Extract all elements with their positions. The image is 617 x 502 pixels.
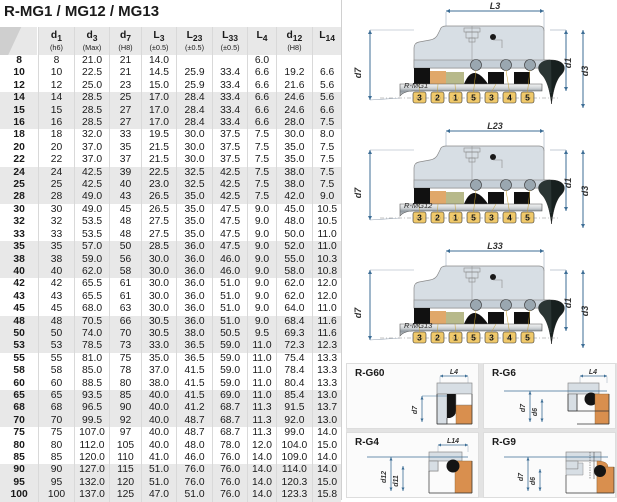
svg-text:1: 1 [453,93,458,103]
svg-text:R-G9: R-G9 [492,437,516,448]
svg-text:R-MG1: R-MG1 [404,81,428,90]
svg-text:d11: d11 [393,475,400,487]
svg-text:d3: d3 [580,66,590,77]
svg-text:L33: L33 [487,241,503,251]
svg-text:d1: d1 [563,58,573,69]
svg-text:3: 3 [417,333,422,343]
svg-text:5: 5 [471,93,476,103]
svg-text:4: 4 [507,213,512,223]
svg-text:L14: L14 [447,438,459,445]
svg-text:d1: d1 [563,298,573,309]
svg-text:2: 2 [435,93,440,103]
svg-text:L4: L4 [589,369,597,376]
svg-text:d6: d6 [530,477,537,485]
svg-text:d7: d7 [520,403,527,412]
svg-text:R-G60: R-G60 [355,368,385,379]
svg-text:1: 1 [453,333,458,343]
svg-text:d7: d7 [353,67,363,78]
svg-text:5: 5 [525,93,530,103]
svg-text:5: 5 [525,333,530,343]
svg-text:1: 1 [453,213,458,223]
svg-text:d7: d7 [353,187,363,198]
svg-text:5: 5 [525,213,530,223]
svg-text:R-G4: R-G4 [355,437,379,448]
svg-text:d7: d7 [412,405,419,414]
svg-text:L4: L4 [450,369,458,376]
svg-text:3: 3 [417,93,422,103]
svg-text:3: 3 [489,333,494,343]
svg-text:4: 4 [507,93,512,103]
svg-text:L3: L3 [490,1,501,11]
svg-text:R-G6: R-G6 [492,368,516,379]
svg-text:R-MG12: R-MG12 [404,201,433,210]
svg-text:2: 2 [435,333,440,343]
svg-text:L23: L23 [487,121,503,131]
svg-text:d7: d7 [353,307,363,318]
svg-text:d12: d12 [381,471,388,483]
svg-text:2: 2 [435,213,440,223]
svg-text:3: 3 [417,213,422,223]
svg-text:3: 3 [489,93,494,103]
svg-text:d1: d1 [563,178,573,189]
svg-text:5: 5 [471,333,476,343]
svg-text:d7: d7 [518,472,525,481]
svg-text:4: 4 [507,333,512,343]
svg-text:d6: d6 [532,408,539,416]
svg-text:3: 3 [489,213,494,223]
svg-text:5: 5 [471,213,476,223]
svg-text:d3: d3 [580,306,590,317]
svg-text:R-MG13: R-MG13 [404,321,433,330]
svg-text:d3: d3 [580,186,590,197]
